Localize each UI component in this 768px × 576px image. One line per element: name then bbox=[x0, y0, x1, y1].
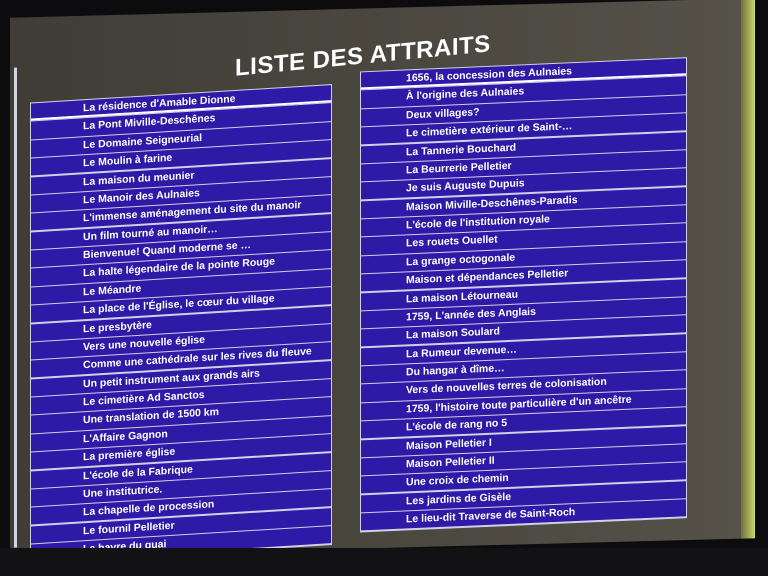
screen-left-edge bbox=[14, 67, 17, 548]
room-floor-dark bbox=[0, 548, 768, 576]
screen-right-edge bbox=[741, 0, 755, 539]
left-attractions-list: La résidence d'Amable Dionne La Pont Mivi… bbox=[30, 84, 332, 564]
right-attractions-list: 1656, la concession des Aulnaies À l'orig… bbox=[360, 57, 687, 533]
projection-screen: LISTE DES ATTRAITS La résidence d'Amable… bbox=[10, 0, 755, 564]
